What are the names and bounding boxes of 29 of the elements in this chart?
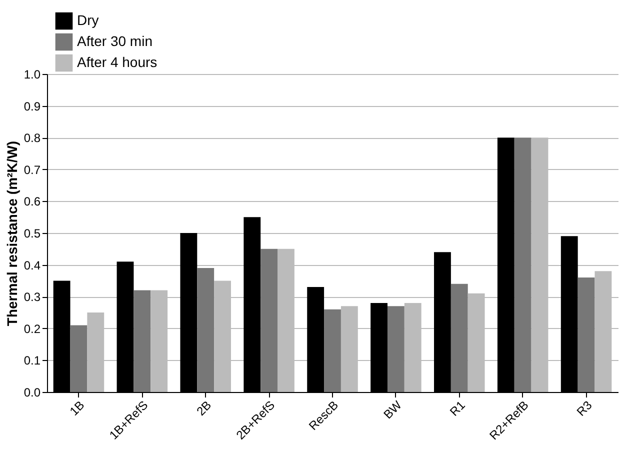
y-tick-label: 0.3 — [24, 290, 41, 304]
bar — [134, 290, 151, 392]
bar — [387, 306, 404, 392]
y-tick-label: 0.4 — [24, 258, 41, 272]
bar — [197, 268, 214, 392]
x-tick-label: R1 — [447, 398, 468, 419]
bar — [514, 138, 532, 392]
y-tick-label: 0.1 — [24, 354, 41, 368]
y-tick-label: 0.5 — [24, 226, 41, 240]
legend-label: After 4 hours — [77, 54, 158, 70]
y-tick-label: 0.8 — [24, 131, 41, 146]
bar — [324, 309, 341, 392]
bar — [450, 284, 468, 392]
x-tick-label: 2B — [194, 398, 214, 418]
legend-label: Dry — [77, 12, 99, 28]
y-tick-label: 1.0 — [24, 68, 41, 82]
y-tick-label: 0.6 — [24, 194, 41, 209]
x-tick-label: BW — [380, 398, 405, 422]
y-tick-label: 0.0 — [24, 386, 41, 400]
x-tick-label: 1B — [66, 398, 88, 418]
legend-label: After 30 min — [77, 33, 152, 49]
bar — [578, 278, 595, 392]
x-tick-label: R3 — [574, 398, 595, 419]
y-tick-label: 0.9 — [24, 99, 41, 114]
y-tick-label: 0.2 — [24, 322, 41, 336]
y-tick-label: 0.7 — [24, 162, 41, 177]
bar — [70, 325, 88, 392]
y-axis-title: Thermal resistance (m²K/W) — [4, 140, 20, 326]
bar — [260, 248, 278, 392]
